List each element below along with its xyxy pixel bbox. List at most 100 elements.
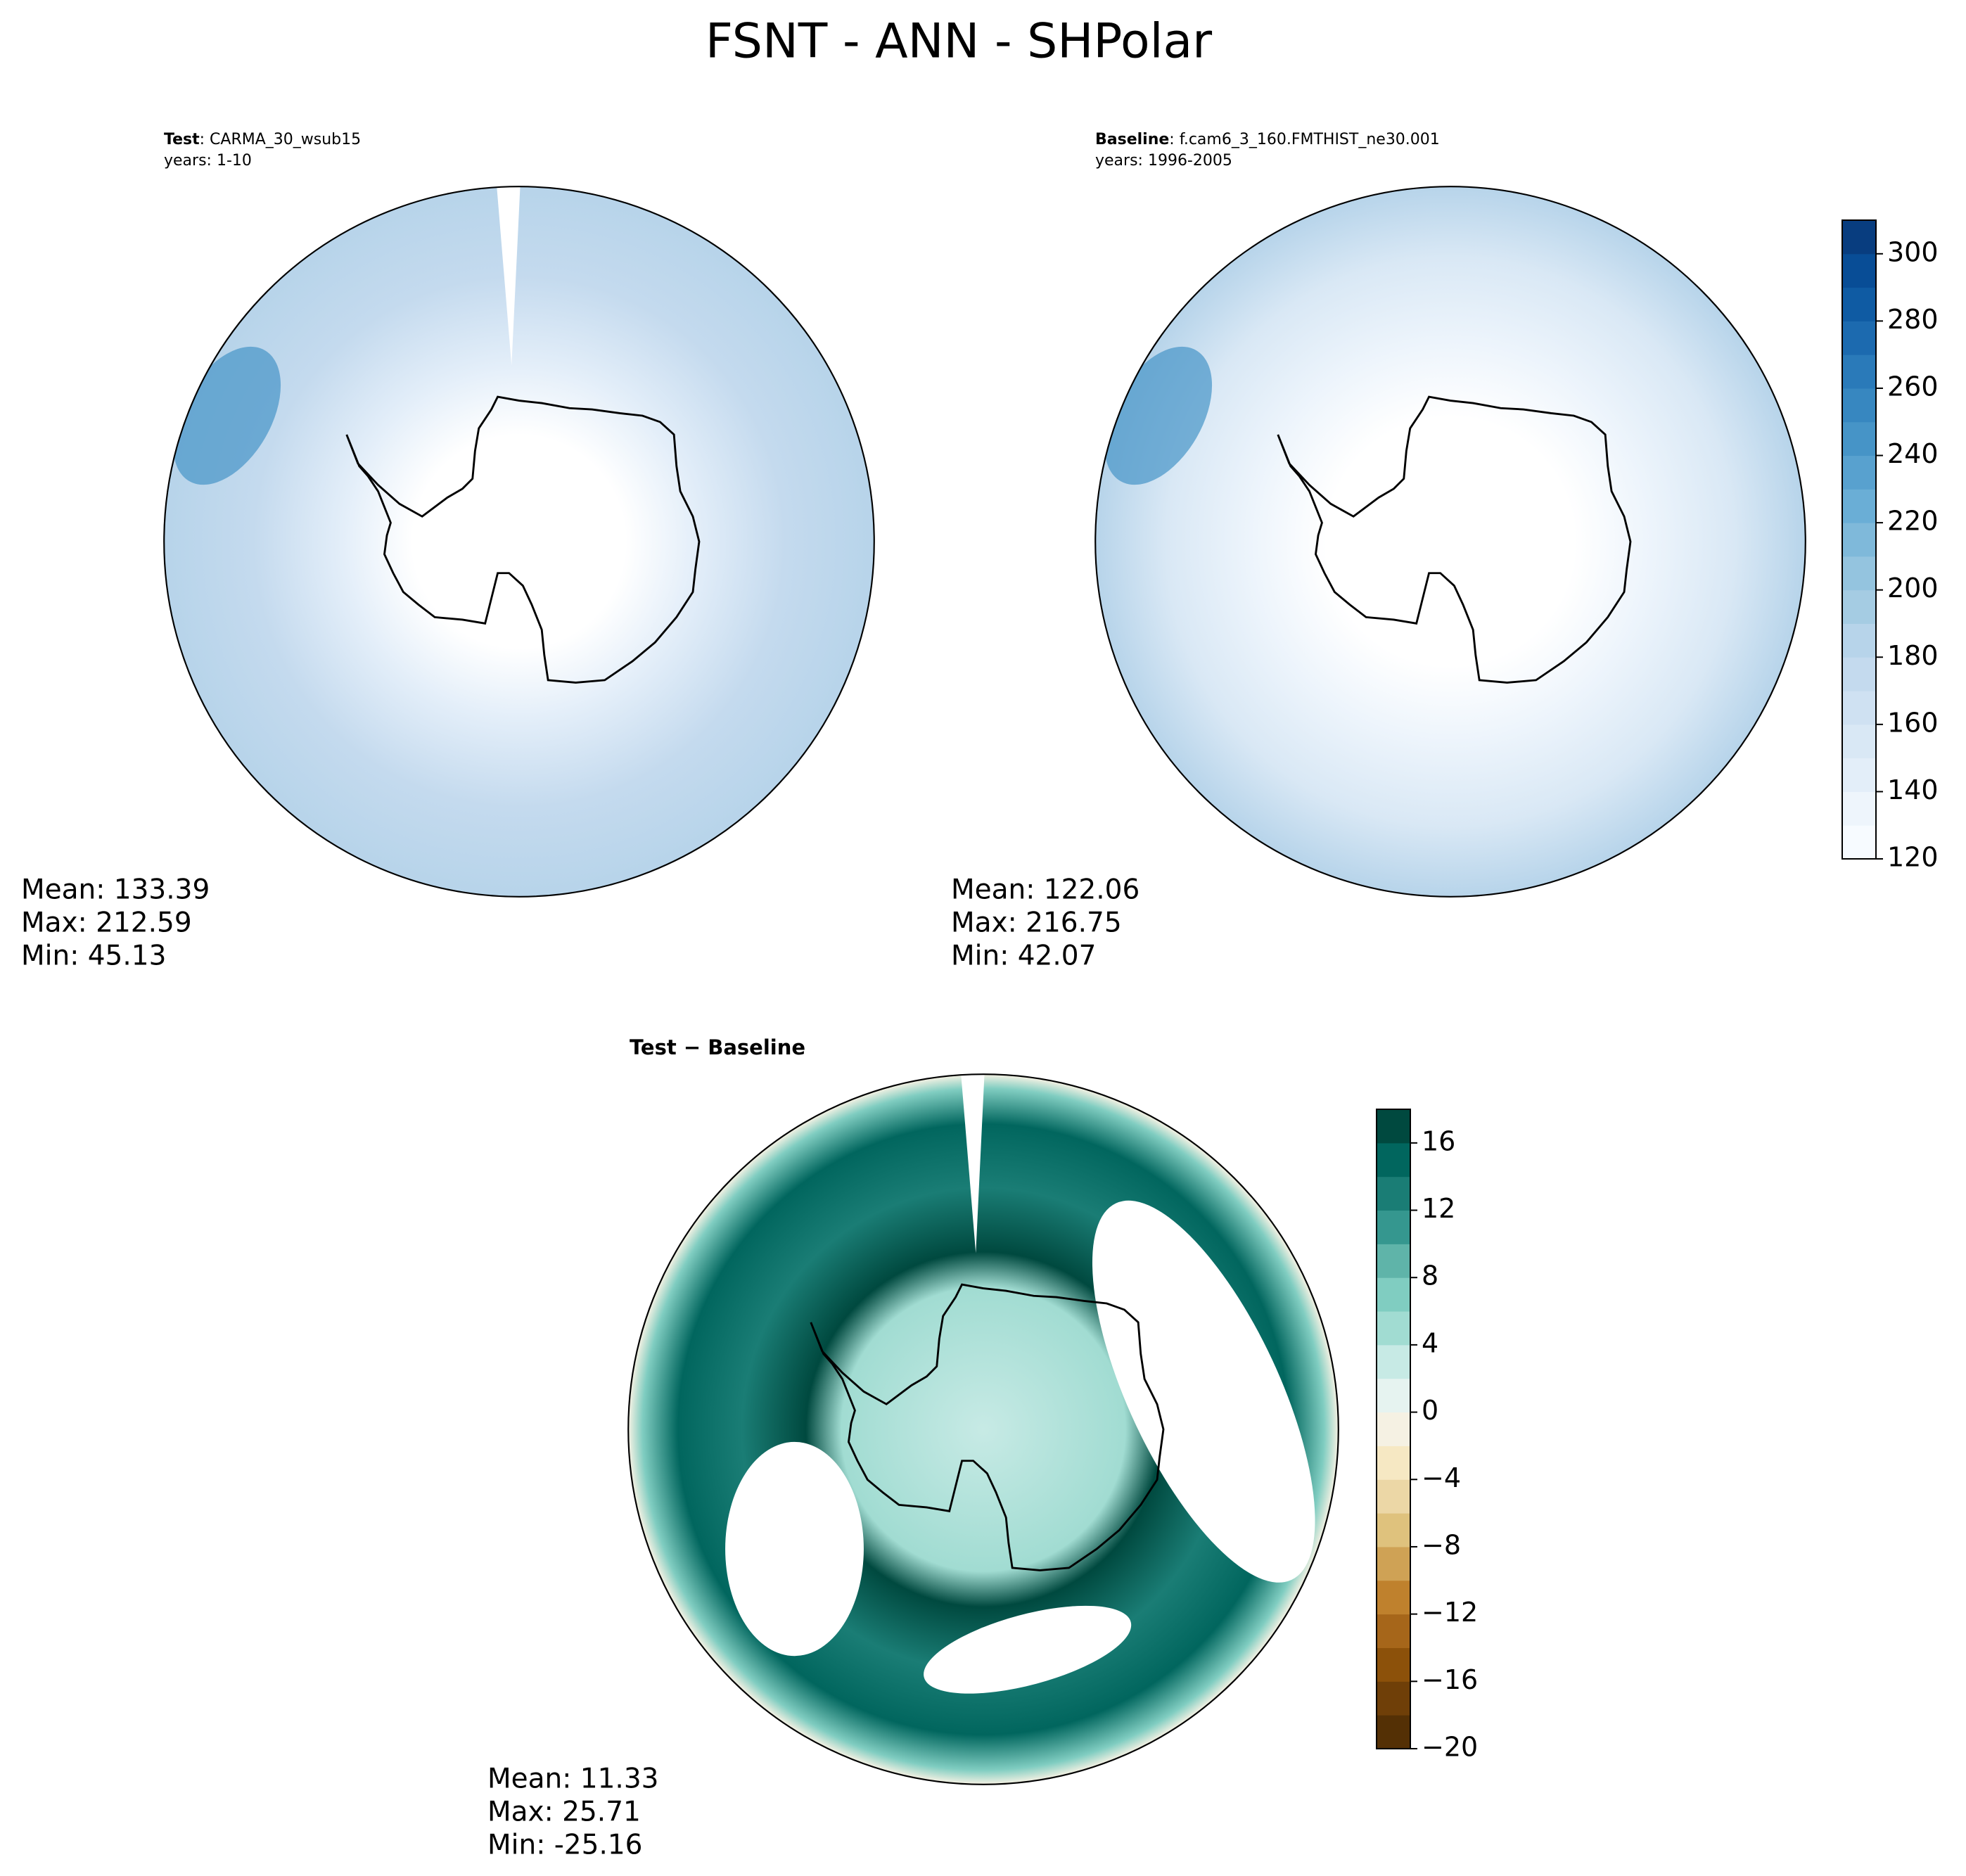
panel-title-rest: : CARMA_30_wsub15: [200, 131, 362, 148]
colorbar-band: [1842, 724, 1876, 759]
figure-title: FSNT - ANN - SHPolar: [706, 14, 1212, 70]
panel-title: Test: CARMA_30_wsub15: [164, 131, 361, 148]
colorbar-band: [1842, 253, 1876, 288]
coastline: [1277, 395, 1632, 684]
colorbar-band: [1377, 1681, 1410, 1716]
colorbar-frame: [1376, 1109, 1411, 1749]
colorbar-tick-label: 120: [1887, 842, 1939, 873]
colorbar-tick-label: 260: [1887, 371, 1939, 402]
panel-title-bold: Test: [164, 131, 200, 148]
colorbar-tick-label: 8: [1422, 1261, 1438, 1291]
panel-title: Test − Baseline: [630, 1035, 805, 1059]
coastline: [810, 1283, 1165, 1571]
panel-subtitle: years: 1-10: [164, 152, 252, 170]
colorbar-band: [1842, 657, 1876, 691]
colorbar-band: [1377, 1715, 1410, 1749]
colorbar-band: [1842, 321, 1876, 355]
colorbar-tick-label: 0: [1422, 1395, 1438, 1426]
missing-wedge: [960, 1074, 985, 1253]
colorbar-band: [1377, 1412, 1410, 1446]
colorbar-tick-label: 220: [1887, 506, 1939, 537]
panel-stat: Max: 216.75: [951, 907, 1122, 939]
colorbar-tick-label: 240: [1887, 438, 1939, 469]
panel-title-bold: Test − Baseline: [630, 1035, 805, 1059]
map-boundary: [627, 1073, 1339, 1785]
colorbar-band: [1377, 1142, 1410, 1178]
colorbar-band: [1842, 758, 1876, 792]
colorbar-band: [1842, 556, 1876, 591]
field-fill: [1095, 186, 1806, 897]
colorbar-band: [1377, 1546, 1410, 1581]
colorbar-band: [1842, 287, 1876, 321]
colorbar-tick-label: −16: [1422, 1664, 1478, 1695]
colorbar-frame: [1841, 219, 1877, 860]
colorbar-band: [1842, 421, 1876, 457]
colorbar-band: [1377, 1311, 1410, 1346]
colorbar-tick-label: 4: [1422, 1327, 1438, 1358]
colorbar-tick-label: 16: [1422, 1125, 1455, 1156]
colorbar-band: [1842, 589, 1876, 624]
colorbar-tick-label: 160: [1887, 707, 1939, 738]
colorbar-band: [1842, 691, 1876, 725]
colorbar-band: [1377, 1109, 1410, 1144]
missing-region: [725, 1441, 864, 1657]
colorbar-band: [1377, 1446, 1410, 1480]
map-field: [1095, 186, 1806, 897]
colorbar-tick-label: 180: [1887, 640, 1939, 671]
colorbar-band: [1842, 455, 1876, 490]
panel-stat: Min: 42.07: [951, 940, 1096, 972]
panel-stat: Min: -25.16: [487, 1830, 642, 1861]
colorbar-band: [1377, 1277, 1410, 1312]
colorbar-band: [1842, 220, 1876, 255]
colorbar-band: [1842, 791, 1876, 826]
panel-stat: Min: 45.13: [21, 940, 166, 972]
colorbar-tick-label: 280: [1887, 304, 1939, 335]
colorbar-tick-label: −8: [1422, 1529, 1461, 1560]
colorbar-tick-label: 140: [1887, 774, 1939, 805]
panel-stat: Mean: 133.39: [21, 874, 210, 906]
colorbar-band: [1377, 1580, 1410, 1615]
colorbar-tick-label: 200: [1887, 573, 1939, 604]
colorbar-band: [1377, 1479, 1410, 1514]
missing-wedge: [496, 186, 521, 366]
map-panel: [1094, 186, 1806, 898]
colorbar-band: [1842, 523, 1876, 557]
colorbar-band: [1842, 825, 1876, 860]
colorbar-band: [1377, 1244, 1410, 1278]
panel-stat: Mean: 122.06: [951, 874, 1140, 906]
colorbar-band: [1842, 388, 1876, 423]
coastline: [345, 395, 701, 684]
colorbar-tick-label: 12: [1422, 1193, 1455, 1224]
colorbar-band: [1842, 489, 1876, 523]
colorbar-tick-label: 300: [1887, 236, 1939, 267]
colorbar-band: [1377, 1344, 1410, 1379]
map-boundary: [1094, 186, 1806, 898]
map-panel: [163, 186, 875, 898]
colorbar-tick-label: −20: [1422, 1732, 1478, 1763]
colorbar-band: [1377, 1176, 1410, 1211]
panel-stat: Max: 212.59: [21, 907, 192, 939]
panel-subtitle: years: 1996-2005: [1095, 152, 1232, 170]
field-fill: [164, 186, 874, 897]
colorbar-band: [1842, 623, 1876, 658]
colorbar-band: [1842, 355, 1876, 389]
missing-region: [1092, 1200, 1315, 1583]
panel-title: Baseline: f.cam6_3_160.FMTHIST_ne30.001: [1095, 131, 1440, 148]
map-boundary: [163, 186, 875, 898]
colorbar-band: [1377, 1210, 1410, 1244]
map-field: [628, 1074, 1339, 1785]
colorbar-tick-label: −12: [1422, 1597, 1478, 1628]
panel-title-rest: : f.cam6_3_160.FMTHIST_ne30.001: [1169, 131, 1440, 148]
colorbar-band: [1377, 1614, 1410, 1648]
missing-region: [924, 1605, 1132, 1694]
colorbar-band: [1377, 1647, 1410, 1682]
panel-stat: Mean: 11.33: [487, 1763, 658, 1795]
map-panel: [627, 1073, 1339, 1785]
colorbar-tick-label: −4: [1422, 1462, 1461, 1493]
colorbar-band: [1377, 1378, 1410, 1413]
panel-title-bold: Baseline: [1095, 131, 1169, 148]
map-field: [164, 186, 874, 897]
panel-stat: Max: 25.71: [487, 1797, 641, 1828]
colorbar-band: [1377, 1513, 1410, 1548]
